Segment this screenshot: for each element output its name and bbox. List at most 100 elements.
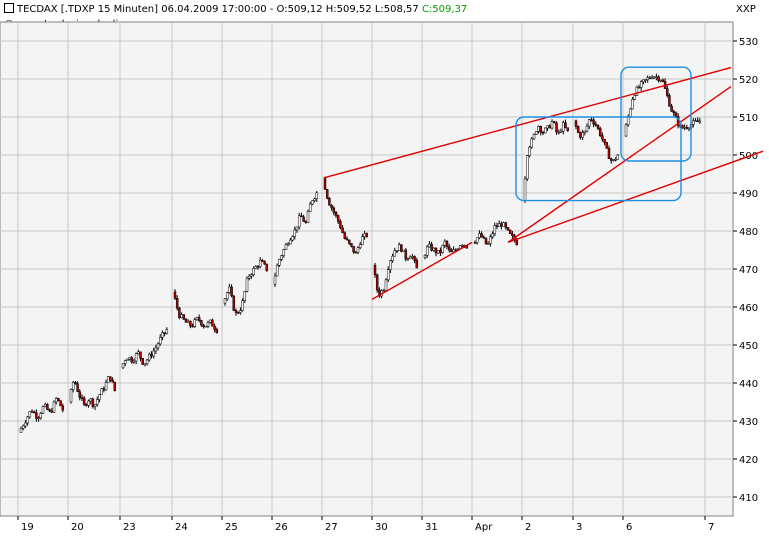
candle: [304, 221, 308, 223]
candle: [612, 159, 615, 161]
candle: [408, 256, 412, 259]
x-tick-label: 27: [325, 522, 338, 533]
candle: [352, 245, 355, 253]
candle: [668, 95, 671, 107]
candle: [311, 200, 314, 205]
candle: [511, 233, 514, 236]
candle: [655, 76, 658, 78]
candle: [243, 291, 247, 301]
candle: [328, 197, 331, 206]
x-tick-label: 31: [425, 522, 438, 533]
candle: [26, 416, 29, 424]
symbol-box-icon: [4, 3, 14, 13]
candle: [452, 249, 455, 253]
candle: [515, 240, 519, 246]
candle: [121, 363, 125, 369]
candle: [161, 332, 164, 338]
candle: [343, 232, 347, 239]
candle: [441, 245, 444, 253]
candle: [148, 354, 151, 361]
candle: [363, 233, 366, 237]
candle: [361, 236, 364, 245]
candle: [430, 243, 433, 251]
x-tick-label: 20: [71, 522, 84, 533]
candle: [123, 360, 127, 364]
candle: [395, 250, 399, 252]
candle: [126, 358, 129, 362]
candle: [302, 216, 305, 222]
candle: [21, 425, 25, 429]
candle: [239, 310, 242, 313]
y-tick-label: 480: [739, 227, 758, 238]
candle: [397, 244, 401, 251]
candle: [200, 320, 203, 326]
x-tick-label: 2: [525, 522, 531, 533]
candle: [202, 324, 205, 328]
candle: [576, 126, 580, 133]
candle: [208, 319, 212, 323]
candle: [111, 379, 114, 383]
candle: [661, 79, 665, 82]
candle: [137, 351, 140, 354]
candle: [19, 428, 23, 433]
y-tick-label: 440: [739, 379, 758, 390]
candle: [495, 225, 499, 227]
candle: [646, 77, 649, 80]
candle: [278, 259, 281, 266]
candle: [330, 204, 333, 209]
candle: [104, 382, 108, 391]
candle: [141, 358, 144, 365]
candle: [234, 310, 238, 313]
candle: [598, 128, 602, 136]
candle: [624, 124, 628, 137]
candle: [102, 388, 106, 391]
candle: [382, 290, 386, 292]
candle: [37, 417, 40, 420]
candle: [195, 317, 199, 320]
candle: [223, 298, 227, 304]
candle: [526, 155, 529, 180]
candle: [406, 258, 410, 260]
candle: [258, 259, 262, 267]
candle: [139, 351, 142, 359]
y-tick-label: 520: [739, 75, 758, 86]
candle: [559, 130, 563, 133]
candle: [280, 255, 283, 260]
candle: [436, 250, 440, 254]
candle: [225, 292, 229, 300]
candle: [191, 325, 194, 328]
candle: [52, 401, 56, 413]
candle: [154, 347, 158, 352]
x-tick-label: 3: [576, 522, 582, 533]
candle: [150, 354, 153, 357]
candle: [347, 239, 351, 244]
y-tick-label: 470: [739, 265, 758, 276]
candle: [489, 236, 492, 244]
candle-series: [19, 73, 702, 433]
candle: [261, 259, 264, 262]
candle: [504, 222, 508, 228]
candle: [402, 249, 405, 252]
candle: [206, 322, 210, 327]
candle: [373, 264, 377, 276]
candle: [592, 119, 595, 125]
candle: [478, 233, 481, 239]
candle: [284, 244, 288, 250]
y-tick-label: 430: [739, 417, 758, 428]
candle: [692, 120, 695, 125]
candle: [215, 329, 219, 333]
candle: [252, 268, 255, 275]
candle: [548, 125, 551, 129]
candle: [78, 391, 82, 398]
candle: [74, 382, 77, 385]
x-tick-label: 23: [123, 522, 136, 533]
x-tick-label: 30: [375, 522, 388, 533]
candle: [300, 215, 303, 218]
candle: [163, 332, 166, 334]
candle: [585, 125, 589, 132]
candle: [583, 130, 587, 133]
candle: [59, 400, 62, 407]
candle: [475, 237, 479, 243]
candle: [24, 422, 27, 427]
